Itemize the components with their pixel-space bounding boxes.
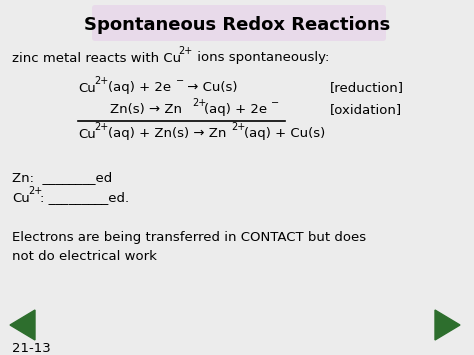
Text: Cu: Cu (78, 82, 96, 94)
Text: −: − (176, 76, 184, 86)
Text: Electrons are being transferred in CONTACT but does: Electrons are being transferred in CONTA… (12, 231, 366, 245)
Text: → Cu(s): → Cu(s) (183, 82, 237, 94)
Text: 2+: 2+ (94, 122, 108, 132)
Text: (aq) + 2e: (aq) + 2e (108, 82, 171, 94)
Polygon shape (10, 310, 35, 340)
Text: (aq) + 2e: (aq) + 2e (204, 104, 267, 116)
Text: zinc metal reacts with Cu: zinc metal reacts with Cu (12, 51, 181, 65)
Text: Cu: Cu (12, 191, 30, 204)
Text: 2+: 2+ (178, 46, 192, 56)
Text: 2+: 2+ (231, 122, 245, 132)
Text: 2+: 2+ (94, 76, 108, 86)
Text: : _________ed.: : _________ed. (40, 191, 129, 204)
Text: Spontaneous Redox Reactions: Spontaneous Redox Reactions (84, 16, 390, 34)
Text: (aq) + Zn(s) → Zn: (aq) + Zn(s) → Zn (108, 127, 227, 141)
Text: [reduction]: [reduction] (330, 82, 404, 94)
Text: Zn(s) → Zn: Zn(s) → Zn (110, 104, 182, 116)
Text: ions spontaneously:: ions spontaneously: (193, 51, 329, 65)
Text: Zn:  ________ed: Zn: ________ed (12, 171, 112, 185)
Text: Cu: Cu (78, 127, 96, 141)
FancyBboxPatch shape (92, 5, 386, 41)
Text: (aq) + Cu(s): (aq) + Cu(s) (244, 127, 325, 141)
Text: 21-13: 21-13 (12, 342, 51, 355)
Polygon shape (435, 310, 460, 340)
Text: 2+: 2+ (192, 98, 206, 108)
Text: 2+: 2+ (28, 186, 42, 196)
Text: [oxidation]: [oxidation] (330, 104, 402, 116)
Text: not do electrical work: not do electrical work (12, 250, 157, 262)
Text: −: − (271, 98, 279, 108)
